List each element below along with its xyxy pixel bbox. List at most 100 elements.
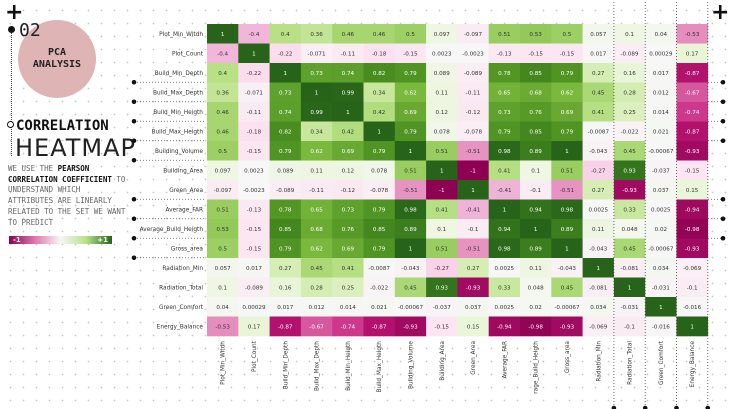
heatmap-cell <box>300 24 333 44</box>
cell-value-label: -0.11 <box>466 91 481 97</box>
cell-value-label: -0.94 <box>685 208 700 214</box>
heatmap-cell <box>238 82 270 103</box>
cell-value-label: 1 <box>503 208 507 214</box>
cell-value-label: 0.46 <box>216 130 229 136</box>
cell-value-label: 0.0023 <box>432 52 452 58</box>
bullet-icon <box>705 405 711 409</box>
heatmap-cell <box>426 82 458 103</box>
cell-value-label: -0.18 <box>372 52 387 58</box>
bullet-icon <box>720 216 726 222</box>
heatmap-cell <box>488 24 521 44</box>
cell-value-label: 0.048 <box>622 227 638 233</box>
cell-value-label: 0.017 <box>653 71 669 77</box>
cell-value-label: 0.0025 <box>651 208 671 214</box>
cell-value-label: -0.078 <box>370 188 388 194</box>
cell-value-label: 0.51 <box>498 32 511 38</box>
cell-value-label: 0.65 <box>310 208 323 214</box>
column-label: Building_Area <box>440 341 446 381</box>
row-label: Average_Build_Heigth <box>140 227 204 233</box>
cell-value-label: 0.79 <box>404 71 417 77</box>
cell-value-label: 0.34 <box>373 91 386 97</box>
cell-value-label: 1 <box>565 247 569 253</box>
cell-value-label: -0.1 <box>687 286 698 292</box>
color-legend: -1 +1 <box>9 236 112 244</box>
row-label: Average_FAR <box>166 207 204 213</box>
cell-value-label: 0.82 <box>373 71 385 77</box>
cell-value-label: -0.87 <box>372 325 387 331</box>
cell-value-label: 0.5 <box>218 149 227 155</box>
cell-value-label: 0.078 <box>371 169 387 175</box>
heatmap-cell <box>363 277 396 298</box>
heatmap-cell <box>582 63 615 83</box>
cell-value-label: -0.11 <box>247 110 262 116</box>
heatmap-cell <box>488 82 521 103</box>
heatmap-cell <box>394 316 427 337</box>
heatmap-cell <box>300 238 333 259</box>
column-label: Energy_Balance <box>690 341 696 388</box>
heatmap-cell <box>363 199 396 220</box>
cell-value-label: 0.048 <box>528 286 544 292</box>
heatmap-cell <box>457 82 489 103</box>
cell-value-label: 0.74 <box>342 71 355 77</box>
heatmap-cell <box>520 258 552 278</box>
heatmap-cell <box>363 82 396 103</box>
cell-value-label: -0.93 <box>622 188 637 194</box>
cell-value-label: -0.11 <box>341 52 356 58</box>
heatmap-cell <box>300 316 333 337</box>
cell-value-label: 0.5 <box>562 32 571 38</box>
heatmap-cell <box>394 277 427 298</box>
heatmap-cell <box>582 102 615 122</box>
cell-value-label: 0.057 <box>215 266 231 272</box>
column-label: Build_Max_Depth <box>315 341 321 391</box>
cell-value-label: 0.73 <box>498 110 511 116</box>
cell-value-label: 0.0025 <box>495 305 515 311</box>
cell-value-label: 0.76 <box>529 110 542 116</box>
heatmap-cell <box>457 102 489 122</box>
heatmap-cell <box>457 63 489 83</box>
cell-value-label: 1 <box>440 169 444 175</box>
heatmap-cell <box>613 102 646 122</box>
heatmap-cell <box>582 297 615 317</box>
column-label: Radiation_Min <box>596 341 602 382</box>
description-post: TO UNDERSTAND WHICH ATTRIBUTES ARE LINEA… <box>8 174 126 227</box>
heatmap-cell <box>238 277 270 298</box>
heatmap-cell <box>582 277 615 298</box>
heatmap-cell <box>426 121 458 142</box>
heatmap-cell <box>332 297 364 317</box>
cell-value-label: -0.27 <box>591 169 606 175</box>
heatmap-cell <box>582 24 615 44</box>
heatmap-cell <box>676 63 709 83</box>
heatmap-cell <box>520 63 552 83</box>
heatmap-cell <box>207 102 239 122</box>
heatmap-cell <box>238 121 270 142</box>
cell-value-label: -0.93 <box>403 325 418 331</box>
cell-value-label: 0.89 <box>529 247 542 253</box>
bullet-icon <box>720 235 726 241</box>
column-label: Gross_area <box>565 341 571 374</box>
heatmap-cell <box>426 219 458 239</box>
cell-value-label: -0.53 <box>215 325 230 331</box>
cell-value-label: 1 <box>377 130 381 136</box>
heatmap-cell <box>488 297 521 317</box>
cell-value-label: 0.16 <box>623 71 636 77</box>
heatmap-cell <box>676 277 709 298</box>
cell-value-label: 1 <box>628 286 632 292</box>
heatmap-cell <box>363 63 396 83</box>
cell-value-label: -0.022 <box>370 286 388 292</box>
cell-value-label: -0.93 <box>685 247 700 253</box>
cell-value-label: -0.67 <box>309 325 324 331</box>
heatmap-cell <box>676 316 709 337</box>
heatmap-cell <box>300 219 333 239</box>
heatmap-cell <box>613 277 646 298</box>
heatmap-cell <box>394 43 427 64</box>
heatmap-cell <box>238 43 270 64</box>
cell-value-label: 0.69 <box>404 110 417 116</box>
cell-value-label: -0.1 <box>468 227 479 233</box>
heatmap-cell <box>551 24 583 44</box>
heatmap-cell <box>332 219 364 239</box>
heatmap-cell <box>645 297 677 317</box>
cell-value-label: -0.031 <box>652 286 670 292</box>
column-label: Building_Volume <box>408 341 414 389</box>
cell-value-label: -0.4 <box>217 52 228 58</box>
column-label: Build_Min_Depth <box>283 341 289 390</box>
